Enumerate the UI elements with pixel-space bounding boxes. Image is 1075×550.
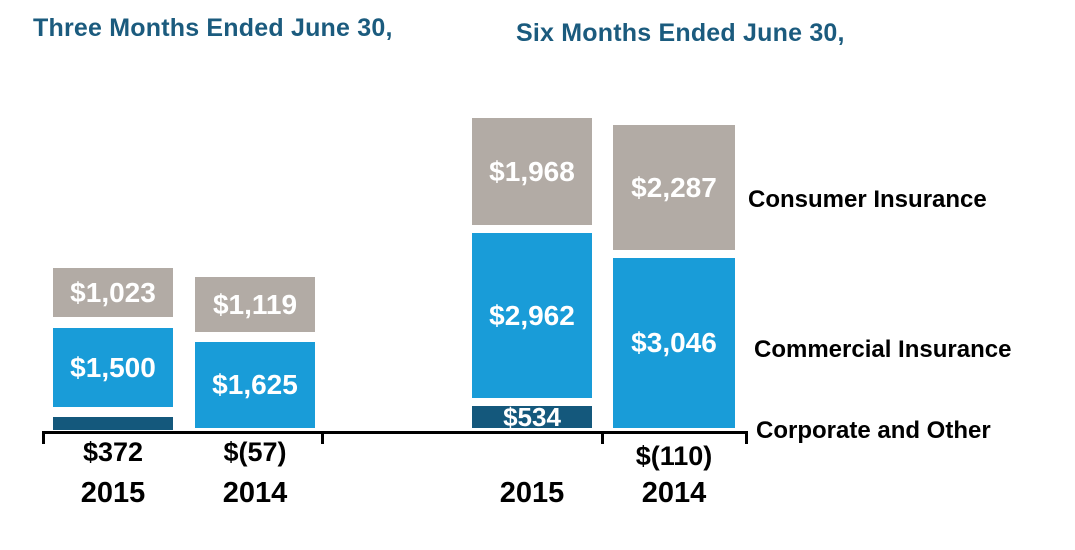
- bar-3m-2015-commercial-segment: $1,500: [53, 328, 173, 407]
- bar-6m-2014-commercial-segment: $3,046: [613, 258, 735, 428]
- bar-3m-2014-consumer-segment: $1,119: [195, 277, 315, 332]
- x-axis-tick: [321, 431, 324, 444]
- x-axis-line: [42, 431, 748, 434]
- year-label-6m-2015: 2015: [499, 477, 565, 509]
- segment-value-label: $2,287: [631, 171, 717, 203]
- bar-6m-2014-consumer-segment: $2,287: [613, 125, 735, 250]
- segment-value-label: $1,023: [70, 276, 156, 308]
- corporate-value-3m-2015: $372: [82, 437, 144, 467]
- legend-corporate-and-other: Corporate and Other: [756, 417, 991, 444]
- segment-value-label: $1,968: [489, 155, 575, 187]
- segment-value-label: $1,119: [212, 288, 298, 320]
- year-label-3m-2015: 2015: [80, 477, 146, 509]
- segment-value-label: $1,500: [70, 351, 156, 383]
- year-label-3m-2014: 2014: [222, 477, 288, 509]
- bar-6m-2015-consumer-segment: $1,968: [472, 118, 592, 225]
- chart-title-six-months: Six Months Ended June 30,: [516, 19, 845, 47]
- x-axis-tick: [601, 431, 604, 444]
- bar-3m-2014-commercial-segment: $1,625: [195, 342, 315, 428]
- legend-commercial-insurance: Commercial Insurance: [754, 336, 1012, 363]
- segment-value-label: $1,625: [212, 369, 298, 400]
- bar-3m-2015-consumer-segment: $1,023: [53, 268, 173, 317]
- chart-title-three-months: Three Months Ended June 30,: [33, 14, 393, 42]
- bar-3m-2015-corporate-segment: [53, 417, 173, 430]
- corporate-value-6m-2014: $(110): [635, 441, 713, 471]
- segment-value-label: $534: [503, 402, 561, 432]
- bar-6m-2015-corporate-segment: $534: [472, 402, 592, 432]
- segment-value-label: $3,046: [631, 327, 717, 358]
- legend-consumer-insurance: Consumer Insurance: [748, 186, 987, 213]
- corporate-value-3m-2014: $(57): [223, 437, 287, 467]
- bar-6m-2015-commercial-segment: $2,962: [472, 233, 592, 398]
- x-axis-tick: [42, 431, 45, 444]
- year-label-6m-2014: 2014: [641, 477, 707, 509]
- segment-value-label: $2,962: [489, 299, 575, 331]
- x-axis-tick: [745, 431, 748, 444]
